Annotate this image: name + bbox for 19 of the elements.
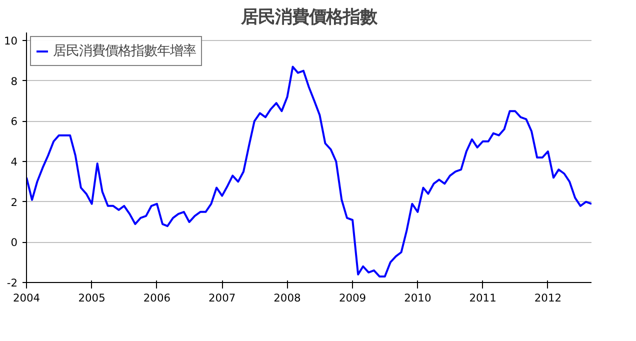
chart-title: 居民消費價格指數	[240, 8, 378, 28]
y-tick-label: 2	[10, 196, 18, 209]
x-tick-label: 2008	[274, 292, 302, 304]
y-tick-label: 4	[10, 156, 18, 169]
x-tick-label: 2006	[143, 292, 171, 304]
x-tick-label: 2011	[469, 292, 496, 304]
x-tick-label: 2007	[208, 292, 236, 304]
legend-label: 居民消費價格指數年增率	[53, 42, 196, 60]
y-tick-label: -2	[6, 276, 18, 290]
y-tick-label: 0	[10, 236, 18, 250]
y-tick-label: 8	[10, 74, 18, 88]
x-tick-label: 2010	[404, 292, 432, 304]
y-tick-label: 6	[10, 115, 18, 128]
line-series	[26, 66, 592, 278]
y-tick-label: 10	[4, 34, 18, 48]
x-tick-label: 2005	[78, 292, 106, 304]
x-tick-label: 2009	[338, 292, 366, 304]
x-tick-label: 2012	[534, 292, 562, 304]
x-tick-label: 2004	[12, 292, 40, 304]
